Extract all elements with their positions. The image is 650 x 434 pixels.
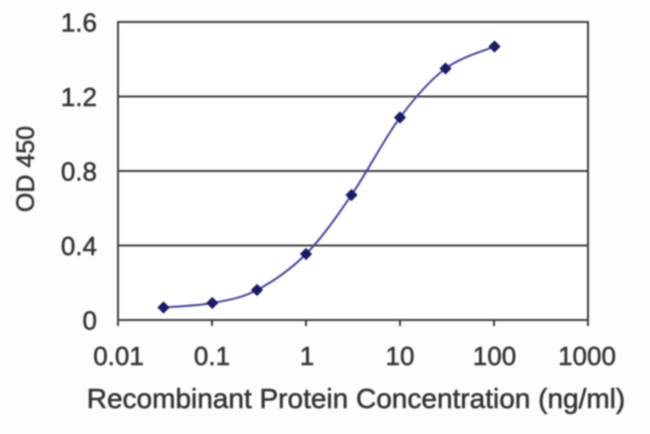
svg-text:10: 10 (386, 341, 415, 371)
svg-text:Recombinant Protein Concentrat: Recombinant Protein Concentration (ng/ml… (87, 383, 625, 414)
svg-text:1.6: 1.6 (61, 8, 97, 38)
svg-text:1.2: 1.2 (61, 82, 97, 112)
svg-text:1000: 1000 (558, 341, 616, 371)
svg-text:1: 1 (300, 341, 314, 371)
svg-text:0.8: 0.8 (61, 157, 97, 187)
svg-text:100: 100 (473, 341, 516, 371)
svg-text:0.01: 0.01 (93, 341, 144, 371)
svg-text:OD 450: OD 450 (12, 126, 40, 212)
svg-text:0.1: 0.1 (194, 341, 230, 371)
svg-text:0: 0 (83, 306, 97, 336)
svg-text:0.4: 0.4 (61, 231, 97, 261)
